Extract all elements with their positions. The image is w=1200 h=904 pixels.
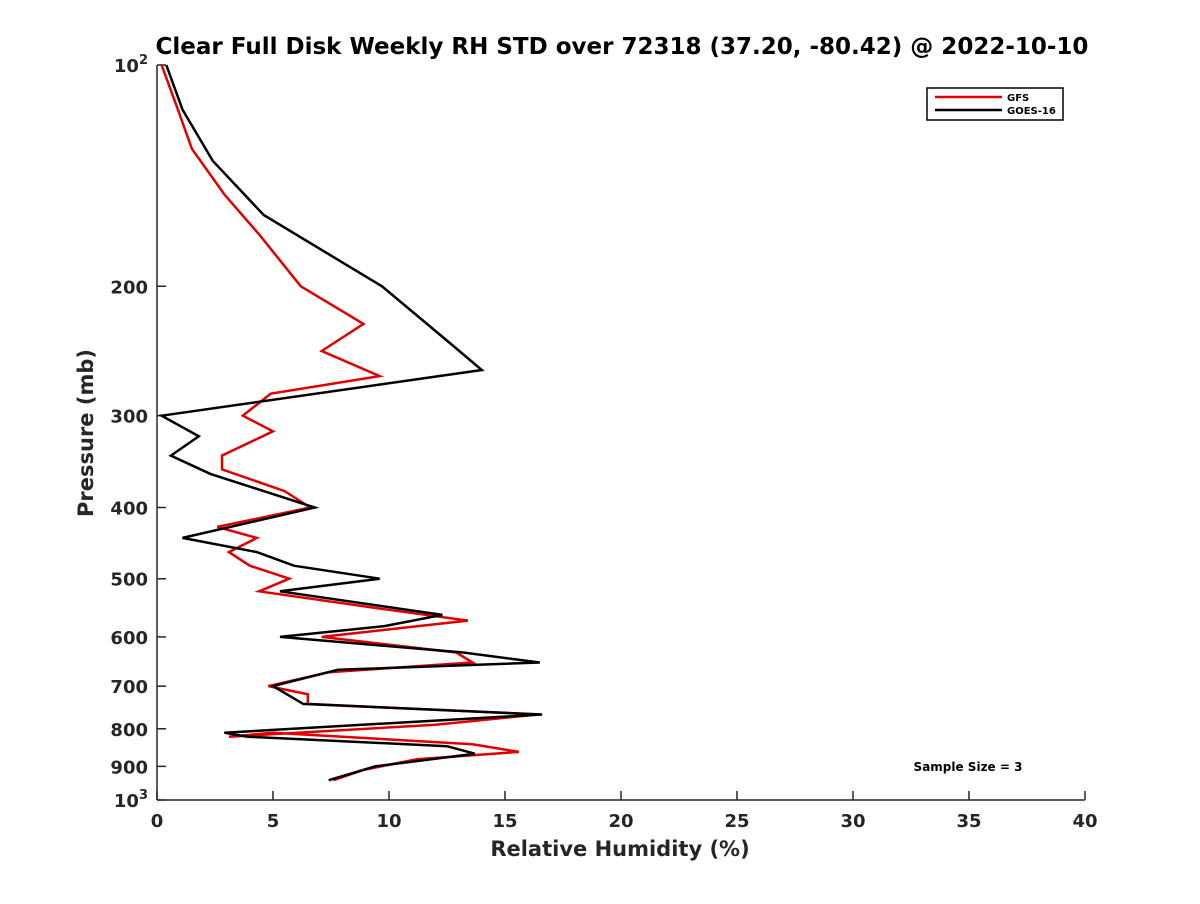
y-tick-label: 800 [110, 720, 148, 741]
y-tick-label: 400 [110, 499, 148, 520]
x-tick-label: 40 [1072, 811, 1097, 832]
y-tick-label: 102 [114, 53, 148, 77]
legend-box [926, 87, 1064, 121]
x-axis-label: Relative Humidity (%) [490, 837, 749, 861]
legend: GFS GOES-16 [926, 87, 1064, 121]
series-group [157, 64, 543, 782]
chart-title: Clear Full Disk Weekly RH STD over 72318… [156, 34, 1089, 60]
x-tick-label: 30 [840, 811, 865, 832]
y-tick-label: 700 [110, 677, 148, 698]
x-tick-label: 25 [724, 811, 749, 832]
series-line-gfs [160, 64, 538, 782]
sample-size-annotation: Sample Size = 3 [914, 760, 1023, 774]
y-axis-label: Pressure (mb) [74, 349, 98, 517]
y-tick-label: 900 [110, 757, 148, 778]
x-tick-label: 5 [267, 811, 280, 832]
y-tick-label: 103 [114, 788, 148, 812]
legend-label-gfs: GFS [1007, 93, 1029, 104]
legend-label-goes16: GOES-16 [1007, 106, 1056, 117]
x-tick-label: 0 [151, 811, 164, 832]
y-tick-label: 200 [110, 277, 148, 298]
axes: 0 5 10 15 20 25 30 35 40 102 200 300 400 500 600 700 800… [110, 53, 1097, 832]
x-tick-label: 10 [376, 811, 401, 832]
series-line-goes16 [157, 64, 543, 782]
x-tick-label: 20 [608, 811, 633, 832]
y-tick-label: 600 [110, 628, 148, 649]
x-tick-label: 15 [492, 811, 517, 832]
y-tick-label: 300 [110, 407, 148, 428]
y-tick-label: 500 [110, 570, 148, 591]
x-tick-label: 35 [956, 811, 981, 832]
